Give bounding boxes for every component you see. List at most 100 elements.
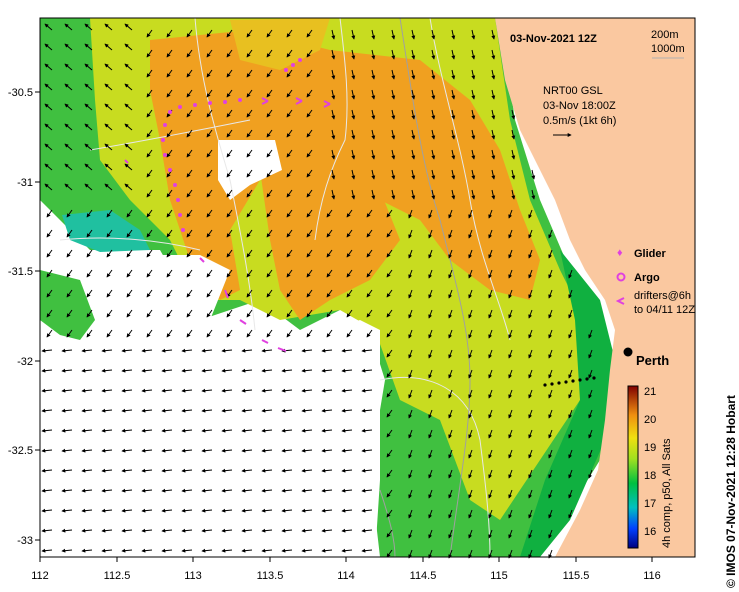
current-arrow (346, 289, 353, 298)
current-arrow (371, 109, 376, 120)
current-arrow (588, 389, 593, 399)
current-arrow (448, 209, 453, 219)
current-arrow (411, 189, 416, 200)
current-arrow (306, 189, 313, 198)
current-arrow (301, 548, 313, 553)
current-arrow (548, 369, 553, 379)
current-arrow (386, 429, 393, 438)
current-arrow (488, 409, 493, 419)
depth-legend-200m: 200m (651, 29, 679, 41)
current-arrow (428, 449, 433, 459)
current-arrow (64, 143, 73, 151)
current-arrow (206, 229, 213, 238)
current-arrow (84, 163, 93, 171)
current-arrow (104, 63, 113, 71)
current-arrow (241, 528, 253, 533)
current-arrow (121, 348, 133, 353)
current-arrow (451, 189, 456, 200)
current-arrow (226, 29, 233, 38)
current-arrow (64, 163, 73, 171)
current-arrow (491, 169, 496, 180)
current-arrow (468, 329, 473, 339)
current-arrow (61, 408, 73, 413)
current-arrow (408, 289, 413, 299)
current-arrow (161, 388, 173, 393)
current-arrow (44, 143, 53, 151)
current-arrow (471, 109, 476, 120)
current-arrow (528, 529, 533, 539)
current-arrow (306, 249, 313, 258)
current-arrow (161, 348, 173, 353)
current-arrow (568, 369, 573, 379)
current-arrow (61, 508, 73, 513)
current-arrow (286, 269, 293, 278)
current-arrow (181, 388, 193, 393)
current-arrow (86, 249, 93, 258)
current-arrow (166, 289, 173, 298)
current-arrow (371, 149, 376, 160)
current-arrow (261, 428, 273, 433)
current-arrow (124, 63, 133, 71)
current-arrow (321, 448, 333, 453)
current-arrow (286, 149, 293, 158)
current-arrow (106, 249, 113, 258)
current-arrow (408, 349, 413, 359)
current-arrow (81, 448, 93, 453)
current-arrow (528, 309, 533, 319)
current-arrow (488, 249, 493, 259)
current-arrow (81, 488, 93, 493)
current-arrow (468, 529, 473, 539)
current-arrow (181, 548, 193, 553)
current-arrow (361, 528, 373, 533)
current-arrow (141, 468, 153, 473)
current-arrow (64, 63, 73, 71)
current-arrow (366, 249, 373, 258)
current-arrow (508, 289, 513, 299)
current-arrow (448, 489, 453, 499)
current-arrow (166, 249, 173, 258)
current-arrow (286, 49, 293, 58)
current-arrow (146, 109, 153, 118)
current-arrow (448, 269, 453, 279)
current-arrow (408, 269, 413, 279)
plot-frame (39, 17, 696, 558)
current-arrow (166, 69, 173, 78)
current-arrow (508, 529, 513, 539)
current-arrow (491, 69, 496, 80)
current-arrow (81, 388, 93, 393)
current-arrow (281, 528, 293, 533)
current-arrow (241, 428, 253, 433)
current-arrow (411, 149, 416, 160)
current-arrow (61, 528, 73, 533)
current-arrow (431, 29, 436, 40)
current-arrow (206, 69, 213, 78)
current-arrow (408, 329, 413, 339)
perth-label: Perth (636, 353, 669, 368)
current-arrow (331, 169, 336, 180)
current-arrow (221, 448, 233, 453)
current-arrow (548, 289, 553, 299)
current-arrow (386, 209, 393, 218)
current-arrow (351, 49, 356, 60)
current-arrow (161, 488, 173, 493)
current-arrow (44, 183, 53, 191)
current-arrow (44, 23, 53, 31)
current-arrow (306, 89, 313, 98)
current-arrow (186, 329, 193, 338)
current-arrow (246, 109, 253, 118)
current-arrow (201, 428, 213, 433)
current-arrow (491, 149, 496, 160)
current-arrow (186, 109, 193, 118)
current-arrow (61, 448, 73, 453)
current-arrow (246, 29, 253, 38)
current-arrow (186, 149, 193, 158)
current-arrow (206, 309, 213, 318)
colorbar-tick: 20 (644, 414, 656, 426)
current-arrow (468, 229, 473, 239)
current-arrow (106, 229, 113, 238)
current-arrow (331, 109, 336, 120)
current-arrow (121, 528, 133, 533)
current-arrow (306, 329, 313, 338)
current-arrow (86, 209, 93, 218)
current-arrow (104, 123, 113, 131)
